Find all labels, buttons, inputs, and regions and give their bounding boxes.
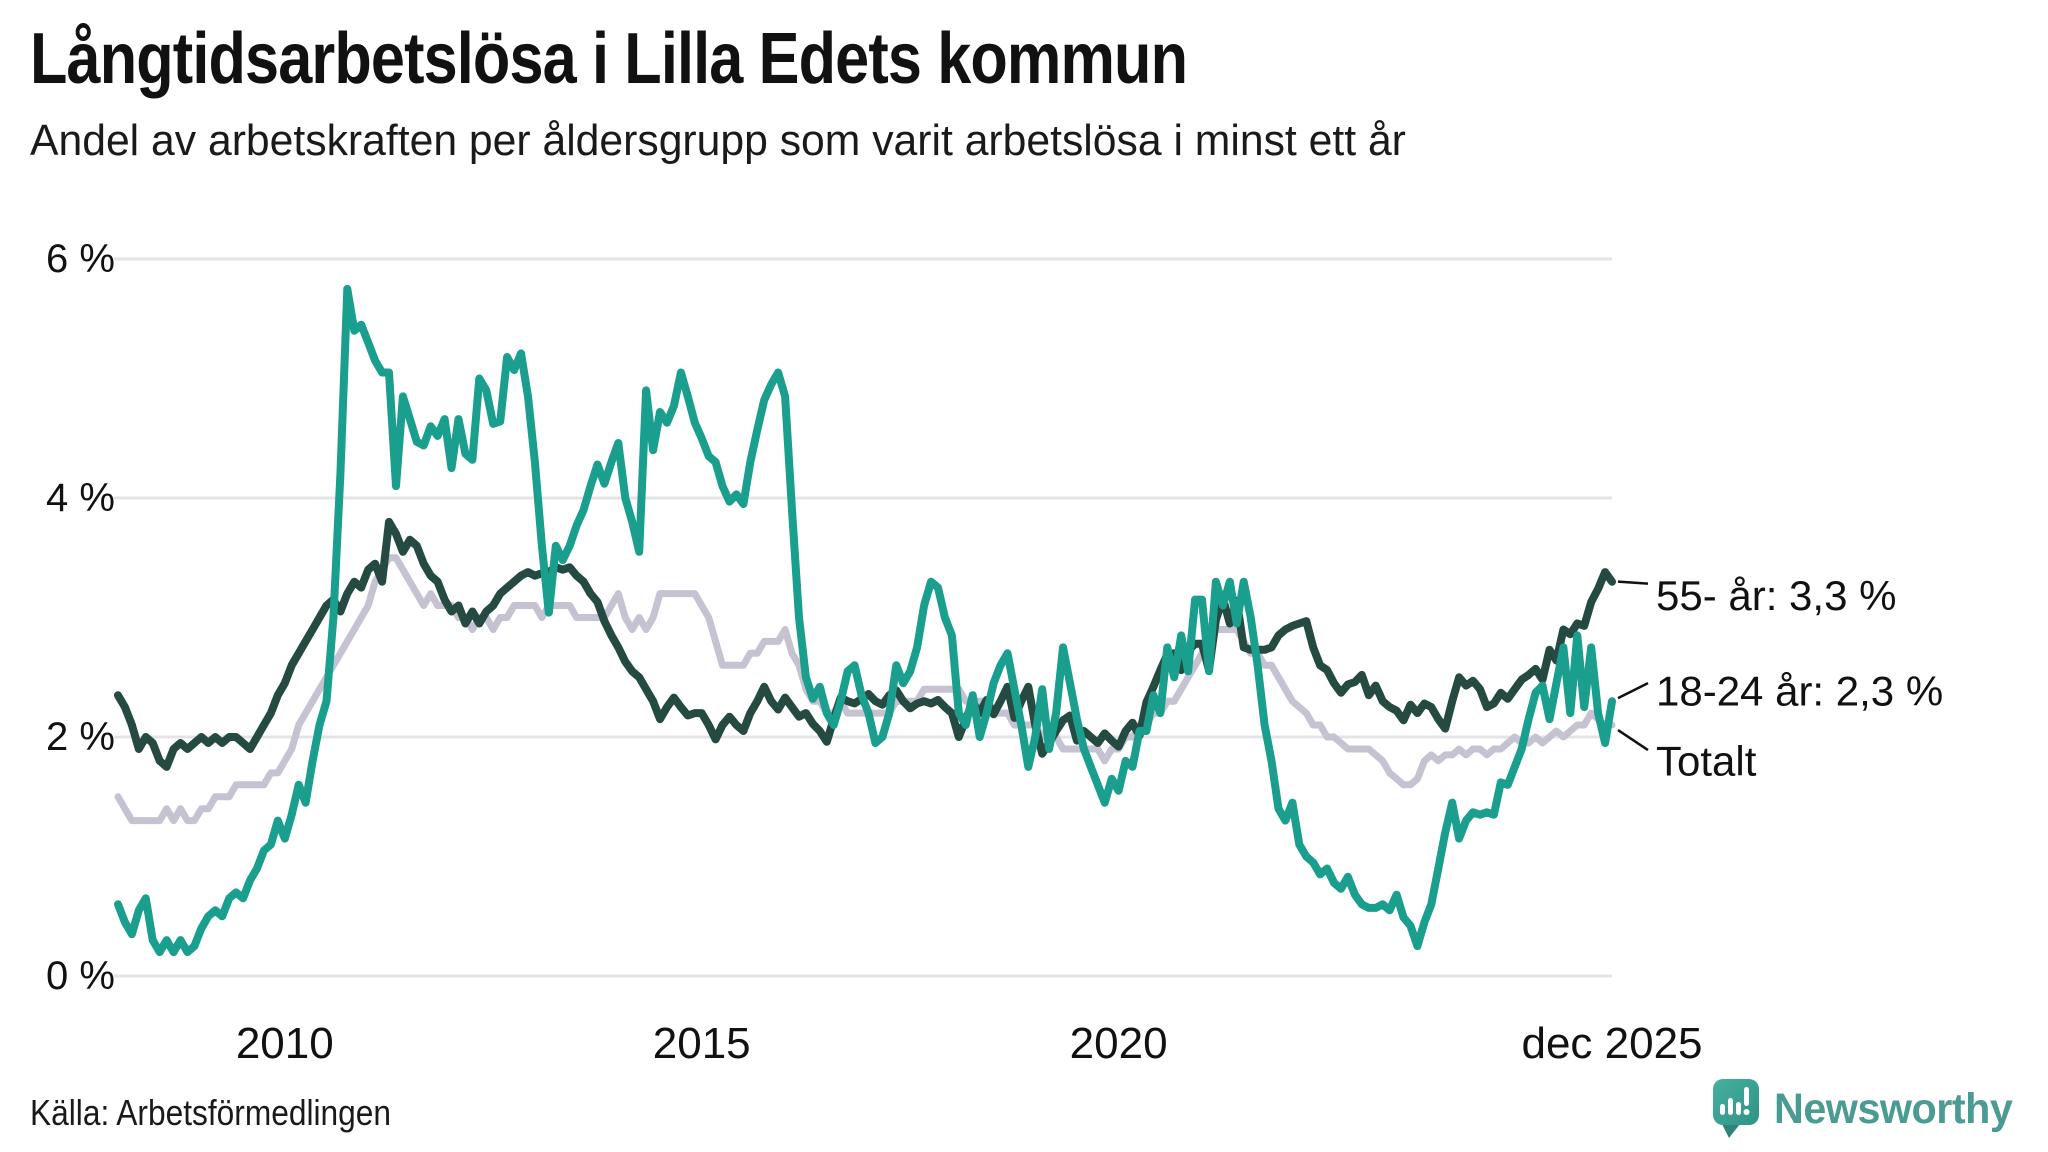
logo-bar-1 xyxy=(1719,1104,1725,1115)
end-label-leader-18-24 år xyxy=(1617,682,1649,700)
end-label-leader-55- år xyxy=(1617,580,1649,585)
series-end-label-Totalt: Totalt xyxy=(1656,738,1757,785)
x-axis-label: 2020 xyxy=(1070,1019,1168,1068)
logo-speech-tail xyxy=(1721,1124,1740,1138)
logo-exclamation-bar xyxy=(1743,1087,1749,1106)
end-label-leader-Totalt xyxy=(1617,729,1649,752)
newsworthy-logo: Newsworthy xyxy=(1712,1078,2022,1140)
x-axis-label: dec 2025 xyxy=(1521,1019,1702,1068)
x-axis-label: 2010 xyxy=(236,1019,334,1068)
y-axis-label-4: 4 % xyxy=(46,476,115,520)
series-line-18-24 år xyxy=(114,284,1616,957)
page-title: Långtidsarbetslösa i Lilla Edets kommun xyxy=(30,19,1188,99)
source-note: Källa: Arbetsförmedlingen xyxy=(30,1092,392,1133)
brand-name: Newsworthy xyxy=(1773,1084,2013,1133)
newsworthy-logo-icon xyxy=(1712,1079,1759,1138)
logo-bar-3 xyxy=(1735,1102,1741,1115)
page-subtitle: Andel av arbetskraften per åldersgrupp s… xyxy=(30,116,1406,165)
x-axis-label: 2015 xyxy=(653,1019,751,1068)
series-end-label-55- år: 55- år: 3,3 % xyxy=(1656,572,1896,619)
y-axis-label-0: 0 % xyxy=(46,954,115,998)
logo-square xyxy=(1712,1079,1759,1125)
logo-exclamation-dot xyxy=(1743,1109,1750,1115)
y-axis-label-6: 6 % xyxy=(46,237,115,281)
y-axis-label-2: 2 % xyxy=(46,715,115,759)
series-end-label-18-24 år: 18-24 år: 2,3 % xyxy=(1656,668,1943,715)
logo-bar-2 xyxy=(1727,1098,1733,1115)
